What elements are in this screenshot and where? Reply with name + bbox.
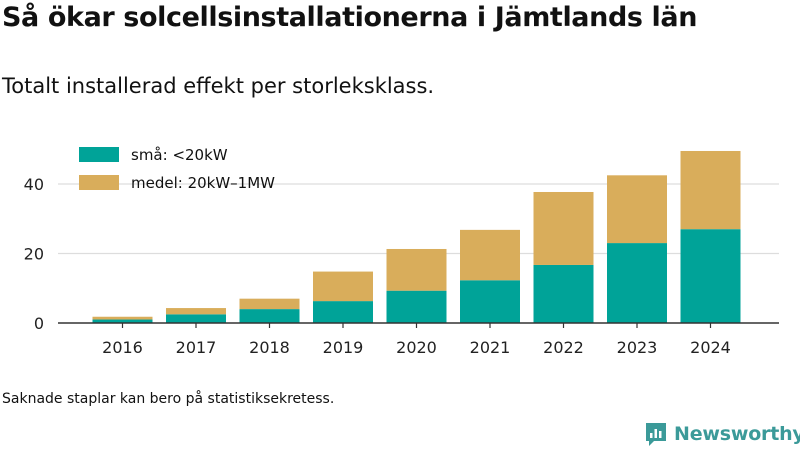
x-tick-label: 2024	[690, 338, 731, 357]
bar-medium-2018	[239, 298, 300, 310]
bar-small-2016	[92, 319, 153, 323]
legend-swatch-small	[79, 147, 119, 162]
footnote: Saknade staplar kan bero på statistiksek…	[2, 391, 335, 407]
legend-label-medium: medel: 20kW–1MW	[131, 174, 275, 192]
x-tick-label: 2016	[102, 338, 143, 357]
y-tick-label: 40	[24, 175, 44, 194]
bar-small-2023	[607, 243, 667, 323]
bar-medium-2016	[92, 316, 153, 320]
chart-title: Så ökar solcellsinstallationerna i Jämtl…	[2, 2, 698, 33]
bar-small-2021	[460, 280, 520, 323]
x-tick-label: 2022	[543, 338, 584, 357]
x-tick-label: 2021	[470, 338, 511, 357]
x-tick-labels: 2016 2017 2018 2019 2020 2021 2022 2023 2024	[102, 323, 731, 357]
y-tick-label: 20	[24, 245, 44, 264]
newsworthy-logo-icon	[646, 423, 666, 446]
bar-medium-2020	[386, 248, 447, 291]
bar-small-2019	[313, 301, 373, 323]
bar-medium-2024	[680, 150, 741, 230]
x-tick-label: 2023	[617, 338, 658, 357]
legend: små: <20kW medel: 20kW–1MW	[79, 146, 275, 192]
bar-small-2017	[166, 314, 226, 323]
newsworthy-logo-text: Newsworthy	[674, 423, 800, 445]
x-tick-label: 2018	[249, 338, 290, 357]
newsworthy-logo[interactable]: Newsworthy	[644, 420, 800, 448]
legend-label-small: små: <20kW	[131, 146, 228, 164]
bar-medium-2021	[460, 229, 520, 281]
bar-small-2018	[239, 309, 300, 323]
x-tick-label: 2017	[176, 338, 217, 357]
bars	[92, 150, 741, 323]
bar-medium-2017	[166, 308, 226, 315]
x-tick-label: 2020	[396, 338, 437, 357]
bar-medium-2022	[533, 191, 594, 265]
x-tick-label: 2019	[323, 338, 364, 357]
bar-small-2024	[680, 229, 741, 323]
bar-medium-2023	[607, 175, 667, 244]
bar-medium-2019	[313, 271, 373, 302]
bar-small-2020	[386, 290, 447, 323]
y-tick-labels: 0 20 40	[24, 175, 44, 333]
grid-lines	[58, 183, 779, 255]
legend-swatch-medium	[79, 175, 119, 190]
bar-small-2022	[533, 264, 594, 323]
chart-subtitle: Totalt installerad effekt per storlekskl…	[2, 74, 435, 98]
y-tick-label: 0	[34, 314, 44, 333]
